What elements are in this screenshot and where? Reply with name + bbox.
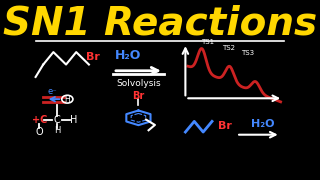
Text: TS2: TS2: [222, 45, 235, 51]
Text: TS3: TS3: [241, 50, 254, 56]
Text: H₂O: H₂O: [115, 49, 141, 62]
Text: SN1 Reactions: SN1 Reactions: [3, 5, 317, 43]
Text: TS1: TS1: [201, 39, 214, 45]
Text: +C: +C: [32, 115, 47, 125]
Text: H: H: [64, 95, 70, 104]
Text: H: H: [54, 126, 60, 135]
Text: C: C: [54, 115, 60, 125]
Text: O: O: [36, 127, 43, 137]
Text: H₂O: H₂O: [251, 119, 275, 129]
Text: H: H: [70, 115, 77, 125]
Text: Br: Br: [86, 51, 100, 62]
Text: Br: Br: [132, 91, 145, 101]
Text: Solvolysis: Solvolysis: [116, 79, 161, 88]
Text: Br: Br: [218, 121, 232, 131]
Text: e⁻: e⁻: [47, 87, 57, 96]
